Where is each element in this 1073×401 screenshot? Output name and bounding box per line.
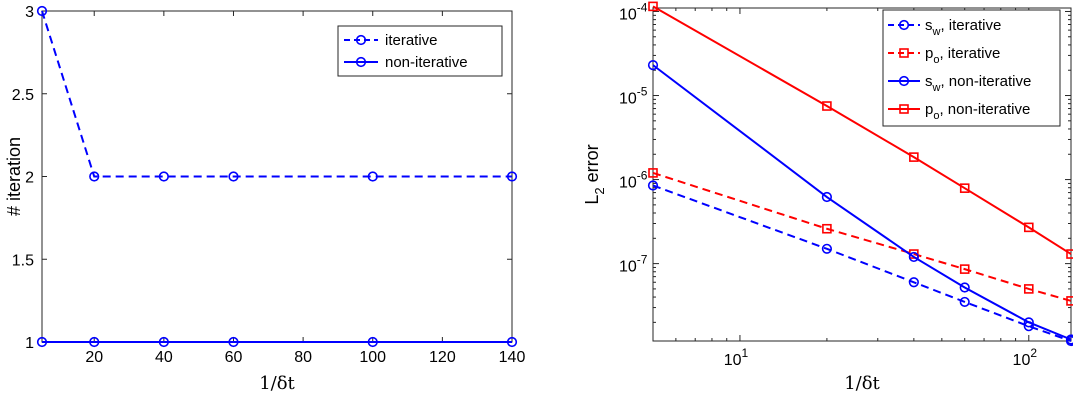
series-sw-non-iterative — [647, 60, 1073, 345]
data-point — [1066, 296, 1073, 306]
y-tick-label: 10-6 — [619, 169, 648, 192]
legend-marker — [899, 48, 909, 58]
data-point — [908, 277, 919, 288]
data-point — [367, 171, 378, 182]
x-axis-label: 1/δt — [259, 373, 295, 394]
x-tick-label: 80 — [294, 349, 312, 366]
legend: iterative non-iterative — [337, 25, 503, 77]
data-point — [908, 251, 919, 263]
y-tick-label: 3 — [25, 4, 34, 21]
data-point — [648, 168, 658, 178]
y-tick-label: 10-4 — [619, 0, 648, 23]
data-point — [647, 180, 659, 191]
legend-marker — [355, 34, 367, 46]
legend-box — [337, 25, 503, 77]
data-point — [821, 191, 833, 203]
data-point — [647, 60, 659, 71]
y-tick-label: 1 — [25, 335, 34, 352]
data-point — [648, 1, 658, 12]
series-line — [41, 10, 512, 178]
data-point — [822, 101, 832, 111]
legend-marker — [898, 19, 910, 31]
data-point — [228, 336, 239, 348]
legend-label: non-iterative — [385, 54, 468, 71]
x-axis-label: 1/δt — [844, 373, 880, 394]
y-tick-label: 10-7 — [619, 253, 648, 276]
legend-label: sw, iterative — [925, 17, 1001, 38]
series-po-non-iterative — [648, 1, 1073, 259]
data-point — [89, 171, 100, 182]
data-point — [909, 152, 919, 162]
data-point — [367, 336, 378, 348]
legend-box — [882, 9, 1061, 127]
legend-label: iterative — [385, 32, 438, 49]
series-sw-iterative — [647, 180, 1073, 347]
data-point — [959, 264, 970, 274]
data-point — [89, 336, 100, 348]
data-point — [36, 336, 48, 348]
data-point — [1023, 222, 1034, 233]
legend-marker — [899, 104, 909, 114]
data-point — [1066, 249, 1073, 259]
data-point — [1023, 317, 1034, 328]
x-tick-label: 60 — [225, 349, 243, 366]
x-tick-label: 101 — [724, 346, 749, 369]
left-chart-panel: 20 40 60 80 100 120 140 1 1.5 2 2.5 3 1/δt # iteratio… — [4, 4, 525, 394]
series-non-iterative — [36, 336, 518, 348]
data-point — [506, 336, 518, 348]
y-tick-label: 10-5 — [619, 85, 648, 108]
data-point — [959, 296, 970, 308]
data-point — [1023, 284, 1034, 294]
data-point — [822, 223, 832, 234]
y-axis-label: L2 error — [582, 144, 607, 204]
data-point — [158, 171, 169, 182]
data-point — [36, 5, 48, 17]
data-point — [506, 171, 518, 182]
series-line — [652, 5, 1072, 255]
legend-label: po, non-iterative — [925, 101, 1030, 122]
legend-marker — [355, 56, 367, 68]
legend: sw, iterative po, iterative sw, non-iterat… — [882, 9, 1061, 127]
right-chart-panel: 101 102 10-7 10-6 10-5 10-4 1/δt L2 error sw, it… — [582, 0, 1073, 394]
series-line — [652, 171, 1072, 302]
x-tick-label: 102 — [1013, 346, 1038, 369]
series-line — [652, 64, 1072, 341]
y-tick-label: 1.5 — [12, 252, 34, 269]
series-line — [652, 184, 1072, 342]
data-point — [158, 336, 169, 348]
y-tick-label: 2.5 — [12, 87, 34, 104]
y-tick-label: 2 — [25, 170, 34, 187]
x-tick-label: 140 — [499, 349, 526, 366]
data-point — [821, 243, 833, 254]
x-tick-label: 40 — [155, 349, 173, 366]
legend-label: po, iterative — [925, 45, 1000, 66]
data-point — [959, 183, 970, 193]
x-tick-label: 20 — [85, 349, 103, 366]
legend-marker — [898, 75, 910, 87]
data-point — [1065, 334, 1073, 345]
series-iterative — [36, 5, 518, 182]
data-point — [228, 171, 239, 182]
legend-label: sw, non-iterative — [925, 73, 1031, 94]
data-point — [959, 282, 970, 293]
x-tick-label: 100 — [359, 349, 386, 366]
x-tick-label: 120 — [429, 349, 456, 366]
y-axis-label: # iteration — [4, 137, 24, 216]
